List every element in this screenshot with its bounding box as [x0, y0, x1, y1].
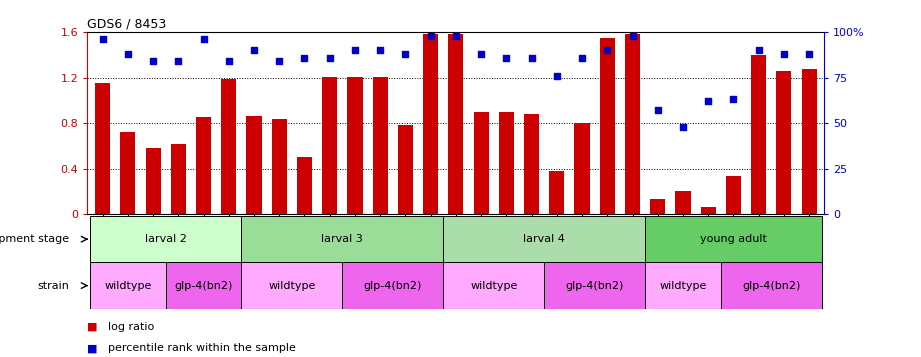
Point: [373, 47, 388, 53]
Bar: [726, 176, 741, 214]
Bar: [544, 262, 645, 309]
Text: glp-4(bn2): glp-4(bn2): [565, 281, 624, 291]
Text: larval 3: larval 3: [321, 234, 363, 244]
Bar: [645, 216, 822, 262]
Point: [701, 99, 716, 104]
Bar: [297, 157, 312, 214]
Text: wildtype: wildtype: [659, 281, 706, 291]
Point: [575, 55, 589, 60]
Point: [752, 47, 766, 53]
Bar: [443, 262, 544, 309]
Bar: [90, 216, 241, 262]
Text: glp-4(bn2): glp-4(bn2): [742, 281, 800, 291]
Text: ■: ■: [87, 343, 101, 353]
Bar: [625, 34, 640, 214]
Text: larval 2: larval 2: [145, 234, 187, 244]
Bar: [752, 55, 766, 214]
Point: [424, 33, 438, 39]
Bar: [549, 171, 565, 214]
Point: [398, 51, 413, 57]
Bar: [196, 117, 211, 214]
Bar: [221, 79, 237, 214]
Point: [121, 51, 135, 57]
Text: development stage: development stage: [0, 234, 69, 244]
Point: [499, 55, 514, 60]
Point: [95, 36, 110, 42]
Bar: [701, 207, 716, 214]
Bar: [373, 76, 388, 214]
Bar: [398, 125, 413, 214]
Text: percentile rank within the sample: percentile rank within the sample: [108, 343, 296, 353]
Bar: [423, 34, 438, 214]
Bar: [645, 262, 721, 309]
Point: [550, 73, 565, 79]
Bar: [675, 191, 691, 214]
Point: [776, 51, 791, 57]
Bar: [272, 119, 286, 214]
Point: [272, 59, 286, 64]
Bar: [524, 114, 539, 214]
Bar: [146, 148, 160, 214]
Point: [347, 47, 362, 53]
Point: [146, 59, 160, 64]
Bar: [170, 144, 186, 214]
Point: [676, 124, 691, 130]
Text: glp-4(bn2): glp-4(bn2): [364, 281, 422, 291]
Point: [625, 33, 640, 39]
Text: log ratio: log ratio: [108, 322, 154, 332]
Text: GDS6 / 8453: GDS6 / 8453: [87, 18, 167, 31]
Bar: [776, 71, 791, 214]
Bar: [499, 112, 514, 214]
Text: wildtype: wildtype: [470, 281, 518, 291]
Bar: [347, 76, 363, 214]
Bar: [600, 38, 615, 214]
Text: strain: strain: [37, 281, 69, 291]
Text: wildtype: wildtype: [268, 281, 316, 291]
Text: young adult: young adult: [700, 234, 767, 244]
Bar: [721, 262, 822, 309]
Bar: [443, 216, 645, 262]
Point: [247, 47, 262, 53]
Bar: [801, 69, 817, 214]
Bar: [241, 216, 443, 262]
Bar: [449, 34, 463, 214]
Point: [297, 55, 312, 60]
Bar: [90, 262, 166, 309]
Bar: [322, 76, 337, 214]
Bar: [121, 132, 135, 214]
Point: [171, 59, 186, 64]
Point: [726, 97, 740, 102]
Bar: [241, 262, 343, 309]
Text: wildtype: wildtype: [104, 281, 152, 291]
Point: [473, 51, 488, 57]
Point: [221, 59, 236, 64]
Point: [322, 55, 337, 60]
Bar: [650, 200, 665, 214]
Bar: [166, 262, 241, 309]
Bar: [247, 116, 262, 214]
Point: [196, 36, 211, 42]
Point: [449, 33, 463, 39]
Bar: [473, 112, 489, 214]
Text: glp-4(bn2): glp-4(bn2): [174, 281, 233, 291]
Point: [802, 51, 817, 57]
Text: ■: ■: [87, 322, 101, 332]
Bar: [95, 83, 111, 214]
Point: [524, 55, 539, 60]
Bar: [575, 123, 589, 214]
Text: larval 4: larval 4: [523, 234, 565, 244]
Bar: [343, 262, 443, 309]
Point: [600, 47, 614, 53]
Point: [650, 107, 665, 113]
